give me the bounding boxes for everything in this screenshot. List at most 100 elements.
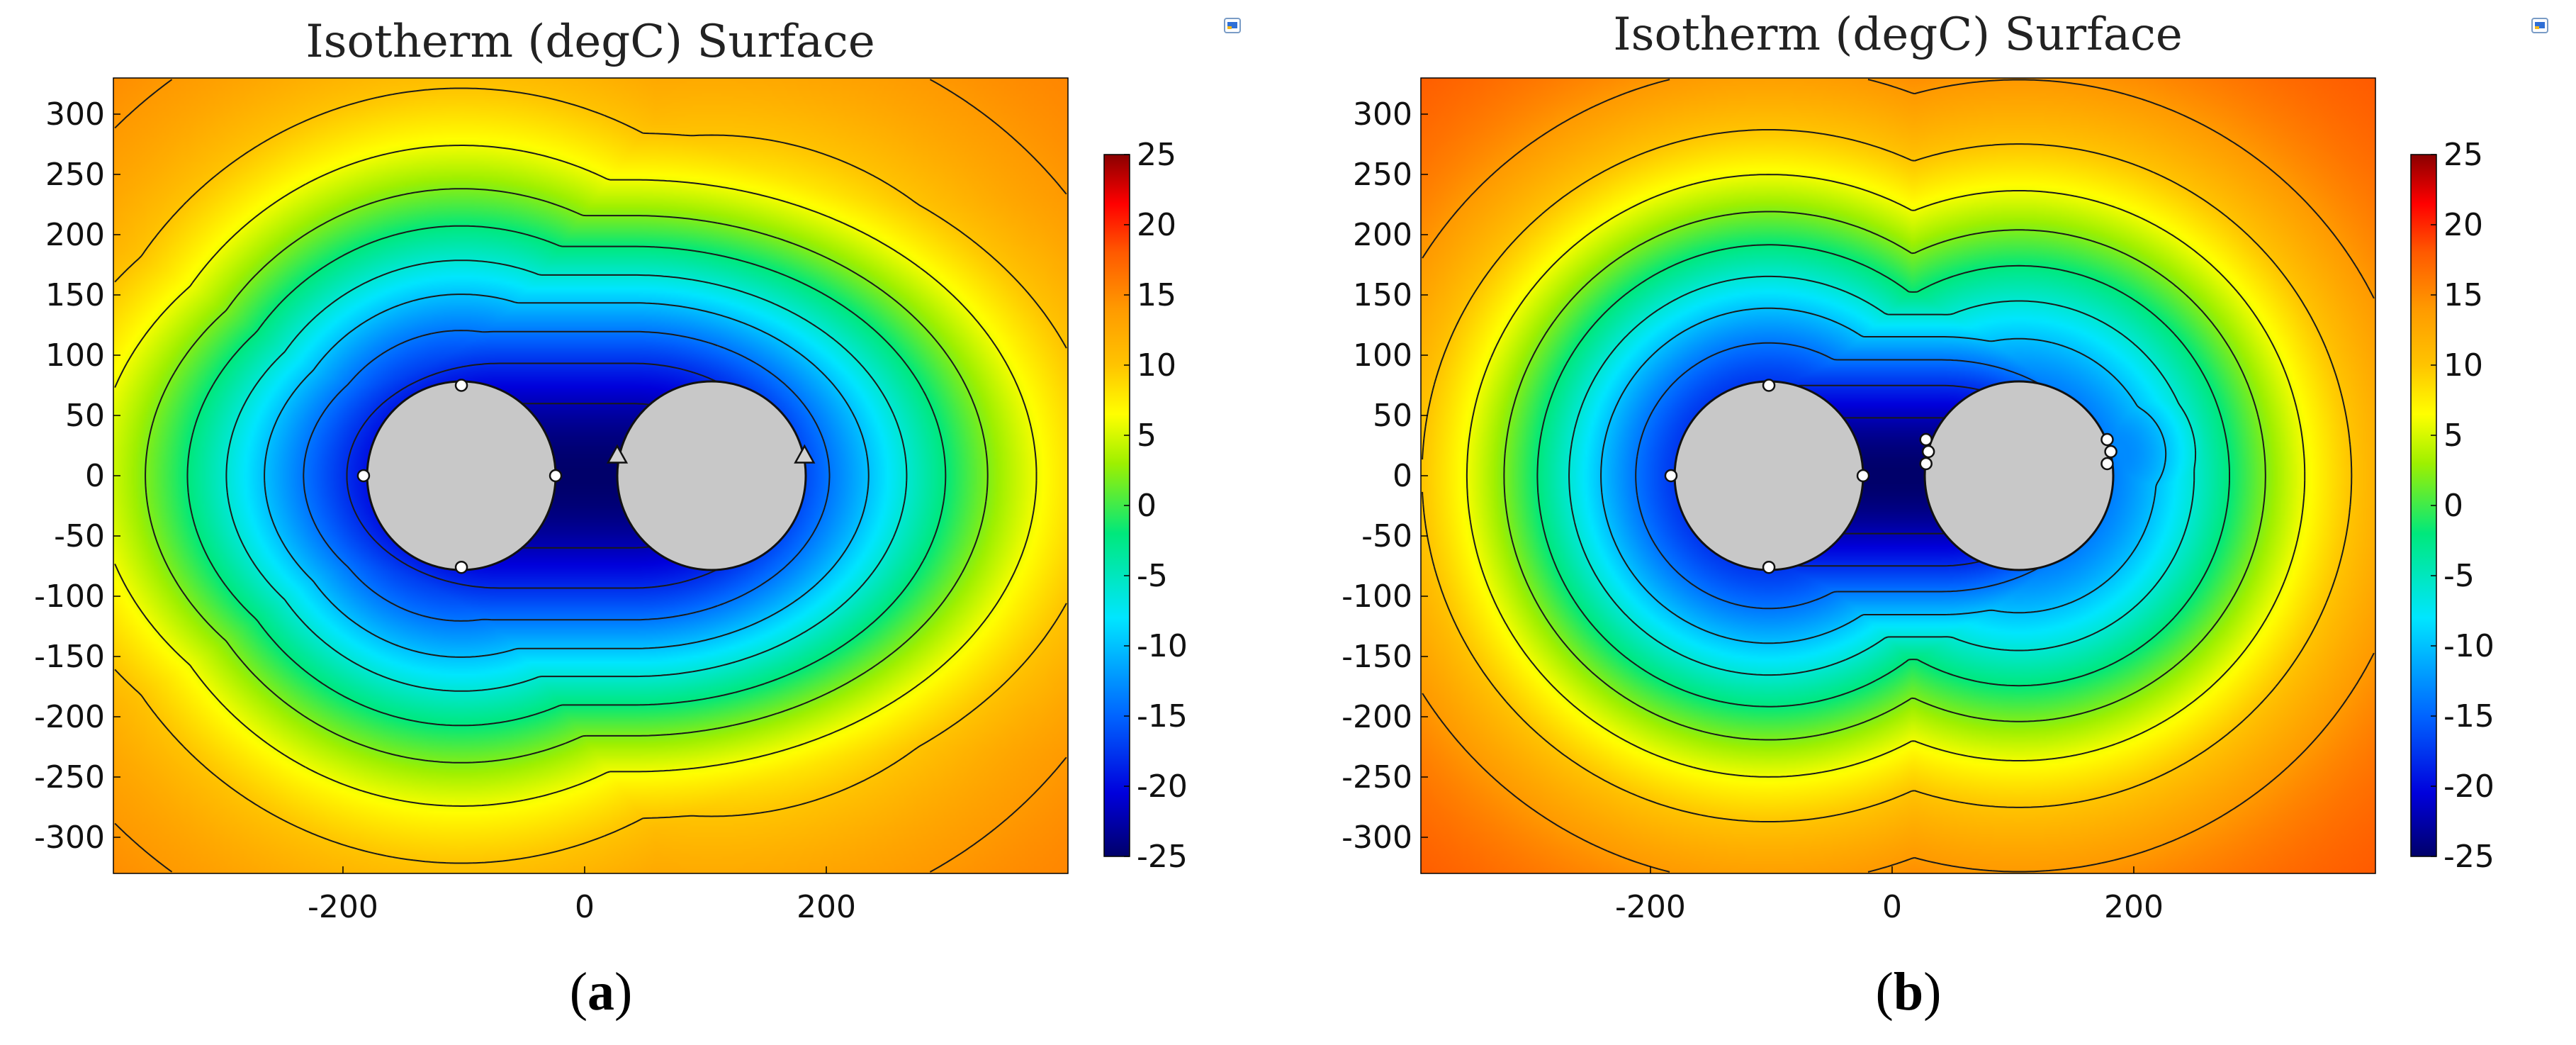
panel-a-y-axis: 300 250 200 150 100 50 0 -50 -100 -150 -200 -250 -30…: [34, 96, 120, 856]
freeze-pipe-marker: [1856, 469, 1870, 483]
isotherm-contour: [1503, 211, 2266, 741]
y-tick-label: 100: [45, 337, 105, 374]
panel-b-y-axis: 300 250 200 150 100 50 0 -50 -100 -150 -200 -250 -30…: [1342, 96, 1428, 856]
isotherm-contour: [1600, 307, 2167, 644]
panel-b-window-icon[interactable]: [2531, 18, 2548, 33]
freeze-pipe-marker: [454, 560, 468, 574]
freeze-pipe-marker: [1919, 432, 1933, 447]
panel-b-x-axis: -200 0 200: [1615, 866, 2164, 925]
freeze-pipe-marker: [2104, 445, 2117, 459]
y-tick-label: -200: [34, 699, 105, 735]
y-tick-label: 150: [45, 277, 105, 313]
x-tick-label: 0: [1882, 889, 1902, 925]
panel-a-plot-area: [113, 78, 1068, 873]
panel-b-plot-area: [1421, 78, 2375, 873]
y-tick-label: 150: [1353, 277, 1412, 313]
x-tick-label: 200: [797, 889, 856, 925]
panel-a-window-icon[interactable]: [1224, 18, 1241, 33]
x-tick-label: -200: [1615, 889, 1686, 925]
freeze-pipe-marker: [1762, 379, 1776, 392]
colorbar-tick-label: -5: [1137, 558, 1168, 594]
panel-a-title: Isotherm (degC) Surface: [305, 16, 874, 68]
y-tick-label: -100: [1342, 579, 1412, 615]
freeze-pipe-marker: [1921, 445, 1935, 459]
panel-b-colorbar-ticks: 25 20 15 10 5 0 -5 -10 -15 -20 -25: [2431, 137, 2495, 875]
colorbar-tick-label: -25: [2443, 839, 2495, 875]
y-tick-label: 50: [1373, 398, 1412, 434]
y-tick-label: 0: [1393, 458, 1412, 494]
y-tick-label: -200: [1342, 699, 1412, 735]
panel-b-geometry: [1664, 379, 2117, 574]
colorbar-tick-label: 0: [2443, 488, 2463, 524]
freeze-pipe-marker: [2100, 432, 2114, 447]
panel-a-geometry: [356, 379, 816, 574]
colorbar-tick-label: 15: [2443, 277, 2483, 313]
isotherm-contour: [303, 330, 831, 622]
freeze-pipe-marker: [794, 444, 816, 464]
freeze-pipe-marker: [1919, 457, 1933, 471]
isotherm-contour: [186, 225, 947, 727]
colorbar-tick-label: 5: [2443, 418, 2463, 454]
y-tick-label: 200: [45, 217, 105, 253]
colorbar-tick-label: 25: [1137, 137, 1176, 173]
colorbar-tick-label: -10: [1137, 628, 1188, 664]
colorbar-tick-label: -20: [1137, 769, 1188, 805]
panel-a-colorbar-ticks: 25 20 15 10 5 0 -5 -10 -15 -20 -25: [1124, 137, 1188, 875]
freeze-pipe-marker: [356, 469, 371, 483]
colorbar-tick-label: 25: [2443, 137, 2483, 173]
frozen-soil-disk: [1923, 380, 2115, 571]
isotherm-contour: [114, 79, 1067, 873]
frozen-soil-disk: [616, 380, 807, 571]
y-tick-label: -50: [54, 518, 105, 554]
frozen-soil-disk: [1673, 380, 1864, 571]
panel-a-heatmap: [113, 78, 1068, 873]
x-tick-label: 200: [2104, 889, 2164, 925]
y-tick-label: -100: [34, 579, 105, 615]
colorbar-tick-label: 20: [1137, 207, 1176, 243]
panel-b-isotherm-contours: [1422, 79, 2375, 873]
x-tick-label: 0: [575, 889, 595, 925]
isotherm-contour: [225, 259, 908, 692]
y-tick-label: -250: [1342, 759, 1412, 795]
y-tick-label: 300: [1353, 96, 1412, 133]
panel-b-caption: (b): [1876, 962, 1942, 1022]
panel-b-heatmap: [1421, 78, 2375, 873]
panel-a: Isotherm (degC) Surface 3002502001501005…: [34, 16, 1241, 1022]
y-tick-label: -300: [34, 820, 105, 856]
y-tick-label: 250: [1353, 157, 1412, 193]
colorbar-tick-label: -5: [2443, 558, 2475, 594]
y-tick-label: -150: [34, 639, 105, 675]
isotherm-contour: [1422, 129, 2353, 822]
colorbar-tick-label: 10: [2443, 347, 2483, 384]
panel-a-x-axis: -200 0 200: [308, 866, 856, 925]
y-tick-label: 50: [65, 398, 105, 434]
y-tick-label: -50: [1361, 518, 1412, 554]
panel-a-caption: (a): [570, 962, 633, 1022]
isotherm-contour: [114, 145, 1037, 807]
freeze-pipe-marker: [549, 469, 563, 483]
colorbar-tick-label: -20: [2443, 769, 2495, 805]
y-tick-label: -300: [1342, 820, 1412, 856]
frozen-soil-disk: [366, 380, 557, 571]
freeze-pipe-marker: [1762, 560, 1776, 574]
freeze-pipe-marker: [1664, 469, 1678, 483]
freeze-pipe-marker: [2100, 457, 2114, 471]
colorbar-tick-label: -10: [2443, 628, 2495, 664]
isotherm-contour: [1536, 244, 2230, 708]
panel-b: Isotherm (degC) Surface 3002502001501005…: [1342, 9, 2548, 1022]
isotherm-contour: [1466, 174, 2306, 778]
colorbar-tick-label: 10: [1137, 347, 1176, 384]
colorbar-tick-label: -15: [2443, 698, 2495, 734]
freeze-pipe-marker: [454, 379, 468, 392]
y-tick-label: 200: [1353, 217, 1412, 253]
y-tick-label: 250: [45, 157, 105, 193]
colorbar-tick-label: 0: [1137, 488, 1157, 524]
y-tick-label: 300: [45, 96, 105, 133]
isotherm-contour: [1422, 79, 2375, 873]
panel-b-title: Isotherm (degC) Surface: [1613, 9, 2182, 61]
colorbar-tick-label: 5: [1137, 418, 1157, 454]
colorbar-tick-label: -25: [1137, 839, 1188, 875]
colorbar-tick-label: -15: [1137, 698, 1188, 734]
y-tick-label: 100: [1353, 337, 1412, 374]
y-tick-label: 0: [85, 458, 105, 494]
